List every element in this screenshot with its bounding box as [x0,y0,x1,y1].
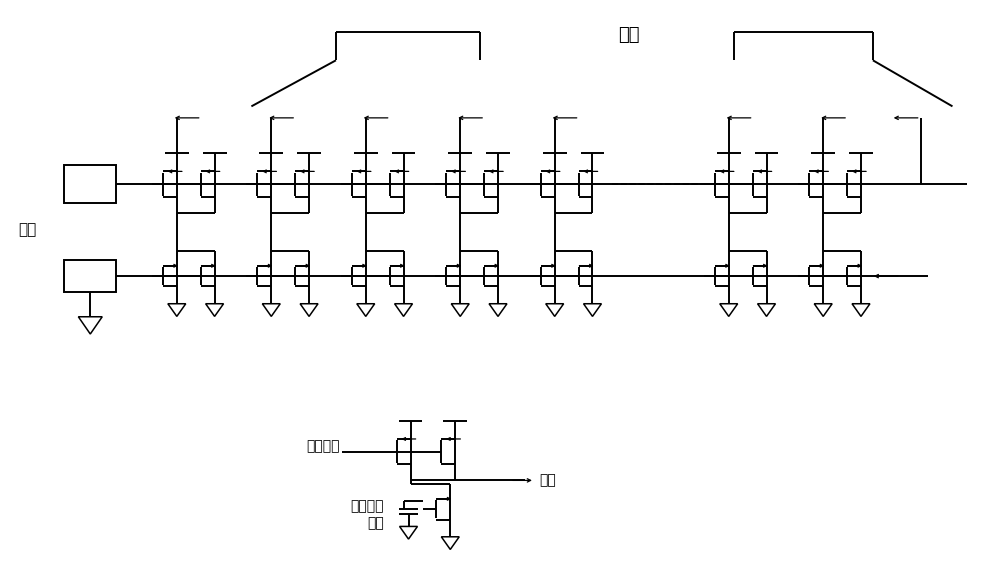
Text: 阵列: 阵列 [619,26,640,44]
Bar [64,166,116,203]
Text: 微元: 微元 [19,223,37,238]
Text: 输出: 输出 [540,474,557,487]
Text: 闪烁脉冲
信号: 闪烁脉冲 信号 [350,499,384,530]
Text: 阈値电压: 阈値电压 [306,439,340,453]
Bar [64,260,116,292]
